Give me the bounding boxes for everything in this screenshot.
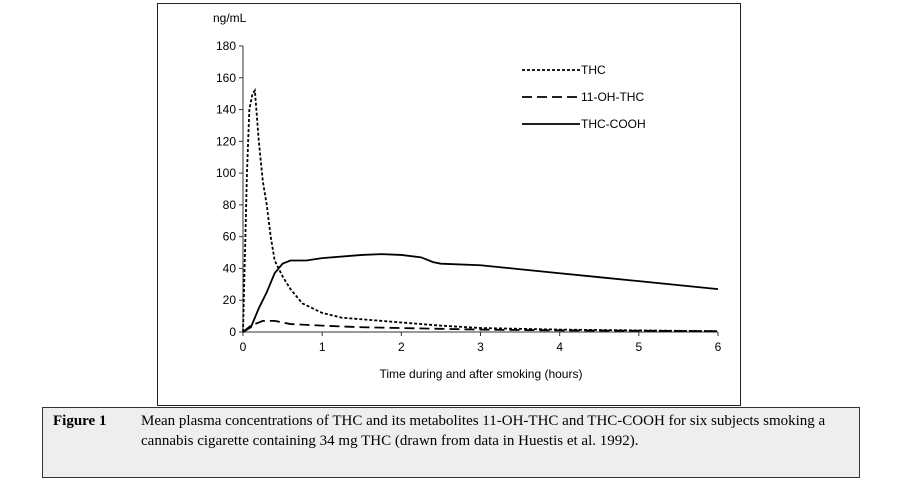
series-line-thc-cooh [242,253,719,333]
series-line-thc [242,88,719,333]
y-tick-label: 20 [223,293,237,307]
x-tick-label: 5 [635,340,642,354]
legend-label: 11-OH-THC [581,90,644,104]
x-tick-label: 3 [477,340,484,354]
y-tick-label: 60 [223,230,237,244]
y-tick-label: 0 [229,325,236,339]
x-tick-label: 0 [240,340,247,354]
caption-text: Mean plasma concentrations of THC and it… [141,413,826,449]
x-tick-label: 4 [556,340,563,354]
chart-frame [157,3,741,406]
caption-label: Figure 1 [53,413,107,429]
line-chart: ng/mL Time during and after smoking (hou… [213,11,722,381]
y-tick-label: 100 [216,166,236,180]
x-tick-label: 6 [715,340,722,354]
y-tick-label: 140 [216,103,236,117]
y-tick-label: 180 [216,39,236,53]
y-tick-label: 160 [216,71,236,85]
series-line-11-oh-thc [242,319,719,333]
x-tick-label: 2 [398,340,405,354]
y-tick-label: 80 [223,198,237,212]
legend-label: THC [581,63,606,77]
legend-label: THC-COOH [581,117,646,131]
y-axis-label: ng/mL [213,11,247,25]
y-tick-label: 40 [223,261,237,275]
figure-caption: Figure 1 Mean plasma concentrations of T… [42,407,860,478]
y-tick-label: 120 [216,134,236,148]
x-axis-label: Time during and after smoking (hours) [380,367,583,381]
x-tick-label: 1 [319,340,326,354]
